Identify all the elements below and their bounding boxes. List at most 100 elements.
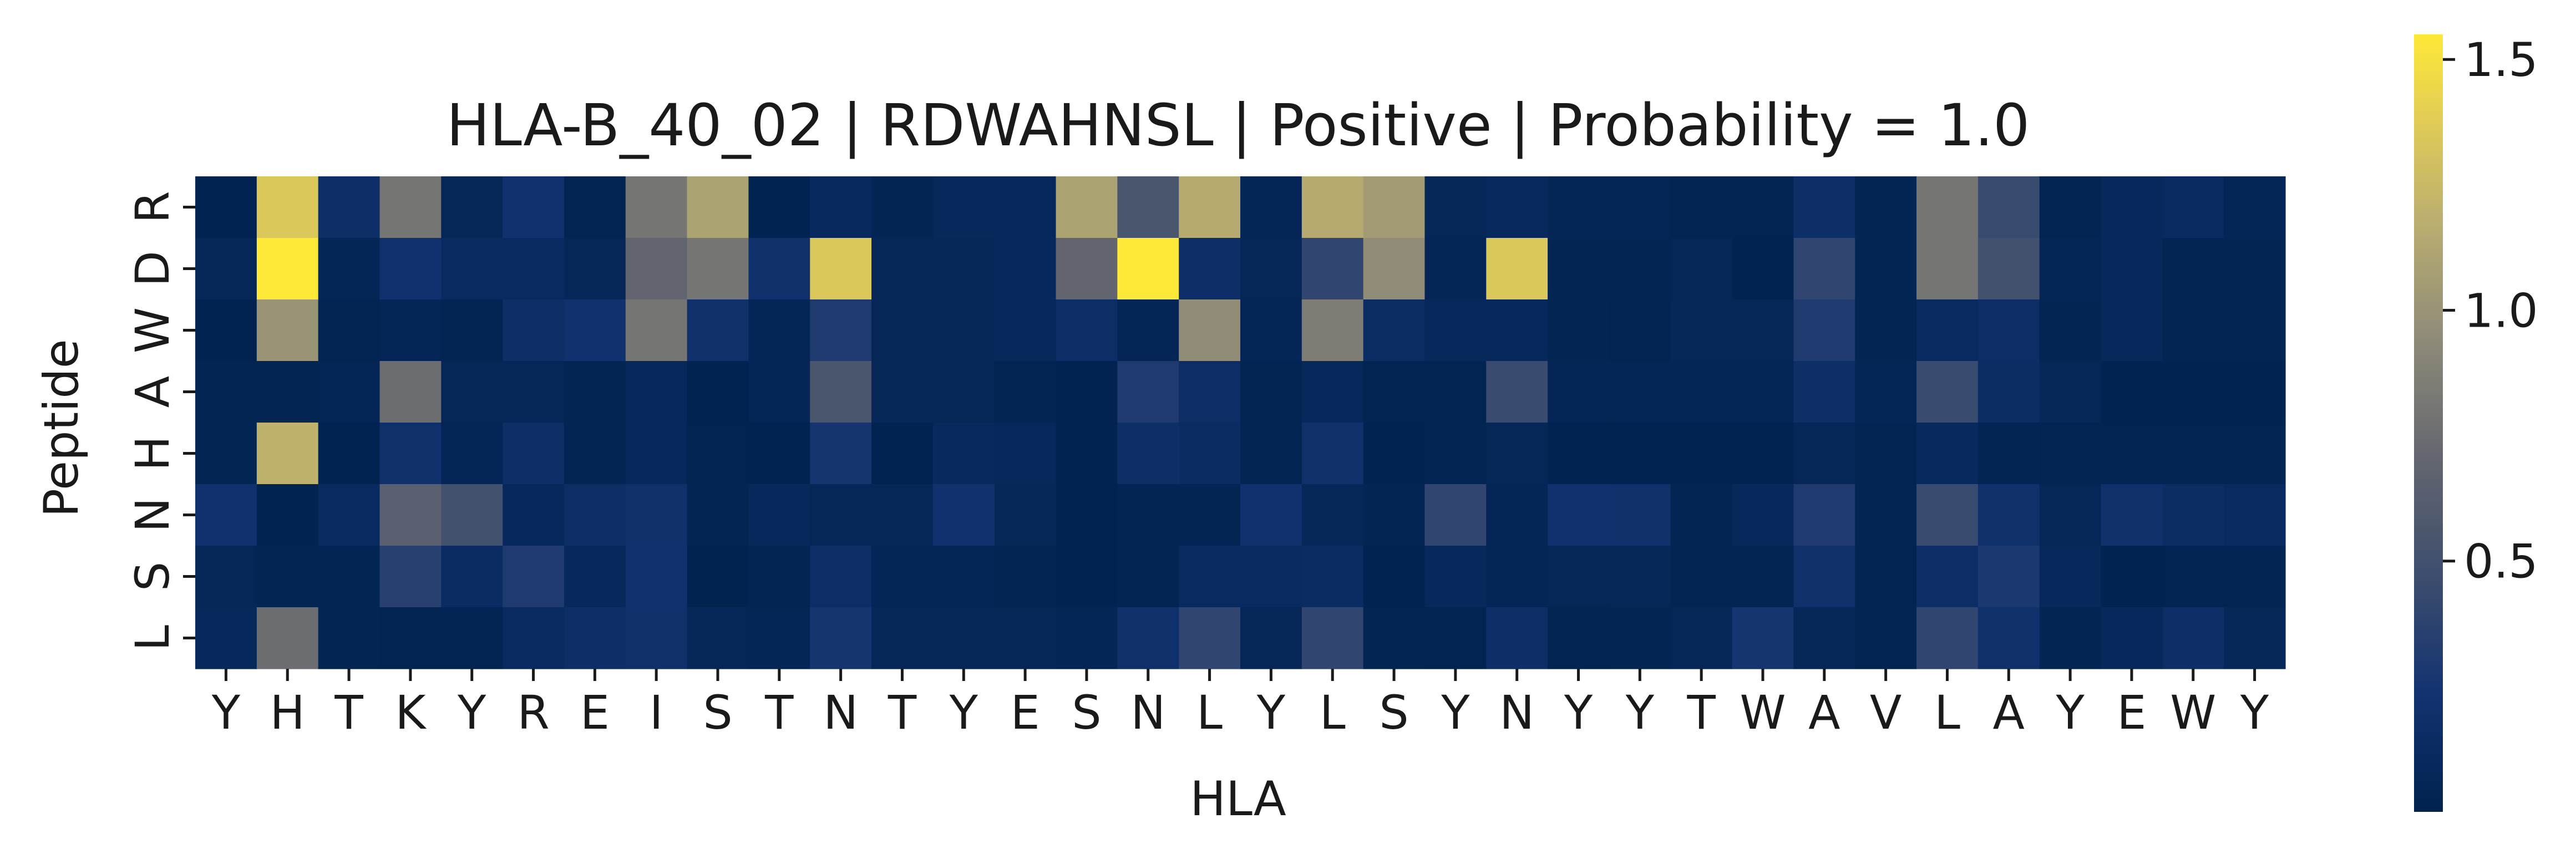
heatmap-cell-A3-E6 bbox=[564, 361, 626, 423]
heatmap-cell-S6-L16 bbox=[1179, 546, 1241, 608]
heatmap-cell-R0-E31 bbox=[2101, 176, 2163, 238]
heatmap-cell-S6-Y30 bbox=[2039, 546, 2102, 608]
heatmap-cell-D1-Y30 bbox=[2039, 238, 2102, 300]
heatmap-cell-H4-Y22 bbox=[1548, 423, 1610, 485]
heatmap-cell-A3-R5 bbox=[503, 361, 565, 423]
x-tick-label-2: T bbox=[334, 685, 363, 740]
heatmap-cell-L7-E6 bbox=[564, 607, 626, 669]
heatmap-cell-H4-R5 bbox=[503, 423, 565, 485]
y-tick-label-1: D bbox=[125, 251, 180, 287]
heatmap-cell-A3-E13 bbox=[994, 361, 1057, 423]
heatmap-cell-D1-Y4 bbox=[441, 238, 503, 300]
heatmap-cell-W2-W32 bbox=[2162, 299, 2224, 362]
heatmap-cell-A3-T11 bbox=[871, 361, 934, 423]
heatmap-cell-D1-A26 bbox=[1793, 238, 1855, 300]
heatmap-cell-H4-I7 bbox=[625, 423, 688, 485]
heatmap-cell-D1-Y0 bbox=[195, 238, 257, 300]
heatmap-cell-R0-Y33 bbox=[2224, 176, 2286, 238]
x-tick-label-30: Y bbox=[2055, 685, 2085, 740]
heatmap-cell-N5-N21 bbox=[1486, 484, 1548, 546]
heatmap-cell-D1-V27 bbox=[1855, 238, 1917, 300]
heatmap-cell-N5-Y0 bbox=[195, 484, 257, 546]
y-axis-label: Peptide bbox=[34, 339, 89, 517]
heatmap-cell-D1-N10 bbox=[810, 238, 872, 300]
heatmap-cell-W2-T2 bbox=[318, 299, 381, 362]
heatmap-cell-L7-E13 bbox=[994, 607, 1057, 669]
heatmap-cell-H4-T11 bbox=[871, 423, 934, 485]
heatmap-cell-H4-Y17 bbox=[1240, 423, 1302, 485]
heatmap-cell-D1-T2 bbox=[318, 238, 381, 300]
colorbar bbox=[2414, 34, 2443, 812]
heatmap-cell-S6-Y20 bbox=[1424, 546, 1487, 608]
x-tick-label-0: Y bbox=[211, 685, 241, 740]
heatmap-cell-R0-E13 bbox=[994, 176, 1057, 238]
heatmap-cell-H4-N15 bbox=[1117, 423, 1179, 485]
y-tick-label-6: S bbox=[125, 562, 180, 591]
heatmap-cell-W2-R5 bbox=[503, 299, 565, 362]
heatmap-cell-W2-S19 bbox=[1363, 299, 1426, 362]
heatmap-cell-N5-Y20 bbox=[1424, 484, 1487, 546]
x-tick-label-8: S bbox=[703, 685, 732, 740]
heatmap-cell-R0-L18 bbox=[1301, 176, 1364, 238]
heatmap-cell-L7-A26 bbox=[1793, 607, 1855, 669]
heatmap-cell-N5-E31 bbox=[2101, 484, 2163, 546]
heatmap-cell-S6-E13 bbox=[994, 546, 1057, 608]
heatmap-cell-L7-L28 bbox=[1916, 607, 1979, 669]
heatmap-cell-D1-S14 bbox=[1056, 238, 1118, 300]
heatmap-cell-S6-Y0 bbox=[195, 546, 257, 608]
heatmap-cell-N5-L28 bbox=[1916, 484, 1979, 546]
heatmap-cell-S6-Y4 bbox=[441, 546, 503, 608]
heatmap-cell-R0-A26 bbox=[1793, 176, 1855, 238]
x-tick-label-24: T bbox=[1687, 685, 1716, 740]
heatmap-cell-N5-Y22 bbox=[1548, 484, 1610, 546]
heatmap-cell-D1-W25 bbox=[1732, 238, 1794, 300]
heatmap-cell-R0-N21 bbox=[1486, 176, 1548, 238]
heatmap-cell-W2-E31 bbox=[2101, 299, 2163, 362]
heatmap-cell-A3-T2 bbox=[318, 361, 381, 423]
heatmap-cell-S6-N10 bbox=[810, 546, 872, 608]
heatmap-cell-N5-V27 bbox=[1855, 484, 1917, 546]
heatmap-cell-H4-V27 bbox=[1855, 423, 1917, 485]
heatmap-cell-H4-A29 bbox=[1977, 423, 2040, 485]
heatmap-cell-L7-A29 bbox=[1977, 607, 2040, 669]
heatmap-cell-W2-Y0 bbox=[195, 299, 257, 362]
heatmap-cell-N5-R5 bbox=[503, 484, 565, 546]
heatmap-cell-L7-L16 bbox=[1179, 607, 1241, 669]
heatmap-cell-S6-E31 bbox=[2101, 546, 2163, 608]
heatmap-cell-N5-I7 bbox=[625, 484, 688, 546]
heatmap-cell-W2-I7 bbox=[625, 299, 688, 362]
heatmap-cell-W2-L18 bbox=[1301, 299, 1364, 362]
heatmap-cells bbox=[195, 176, 2286, 669]
heatmap-cell-S6-Y12 bbox=[932, 546, 995, 608]
colorbar-tick-label-2: 1.5 bbox=[2464, 33, 2538, 87]
heatmap-cell-A3-Y4 bbox=[441, 361, 503, 423]
x-tick-label-17: Y bbox=[1256, 685, 1286, 740]
x-tick-label-13: E bbox=[1011, 685, 1040, 740]
x-tick-label-14: S bbox=[1072, 685, 1101, 740]
heatmap-cell-L7-Y0 bbox=[195, 607, 257, 669]
x-tick-label-33: Y bbox=[2240, 685, 2269, 740]
heatmap-cell-L7-R5 bbox=[503, 607, 565, 669]
heatmap-cell-A3-E31 bbox=[2101, 361, 2163, 423]
heatmap-cell-S6-N15 bbox=[1117, 546, 1179, 608]
heatmap-cell-S6-T11 bbox=[871, 546, 934, 608]
heatmap-cell-D1-T24 bbox=[1670, 238, 1733, 300]
heatmap-cell-W2-V27 bbox=[1855, 299, 1917, 362]
heatmap-cell-W2-S8 bbox=[687, 299, 749, 362]
heatmap-cell-S6-W32 bbox=[2162, 546, 2224, 608]
heatmap-cell-D1-A29 bbox=[1977, 238, 2040, 300]
x-tick-label-28: L bbox=[1934, 685, 1960, 740]
x-tick-label-26: A bbox=[1808, 685, 1840, 740]
heatmap-cell-H4-T2 bbox=[318, 423, 381, 485]
heatmap-cell-N5-A26 bbox=[1793, 484, 1855, 546]
heatmap-cell-D1-H1 bbox=[256, 238, 319, 300]
heatmap-cell-D1-L16 bbox=[1179, 238, 1241, 300]
heatmap-cell-A3-S19 bbox=[1363, 361, 1426, 423]
heatmap-cell-R0-N15 bbox=[1117, 176, 1179, 238]
heatmap-cell-S6-S8 bbox=[687, 546, 749, 608]
heatmap-cell-D1-Y20 bbox=[1424, 238, 1487, 300]
heatmap-cell-L7-Y4 bbox=[441, 607, 503, 669]
heatmap-cell-A3-V27 bbox=[1855, 361, 1917, 423]
heatmap-cell-N5-N15 bbox=[1117, 484, 1179, 546]
